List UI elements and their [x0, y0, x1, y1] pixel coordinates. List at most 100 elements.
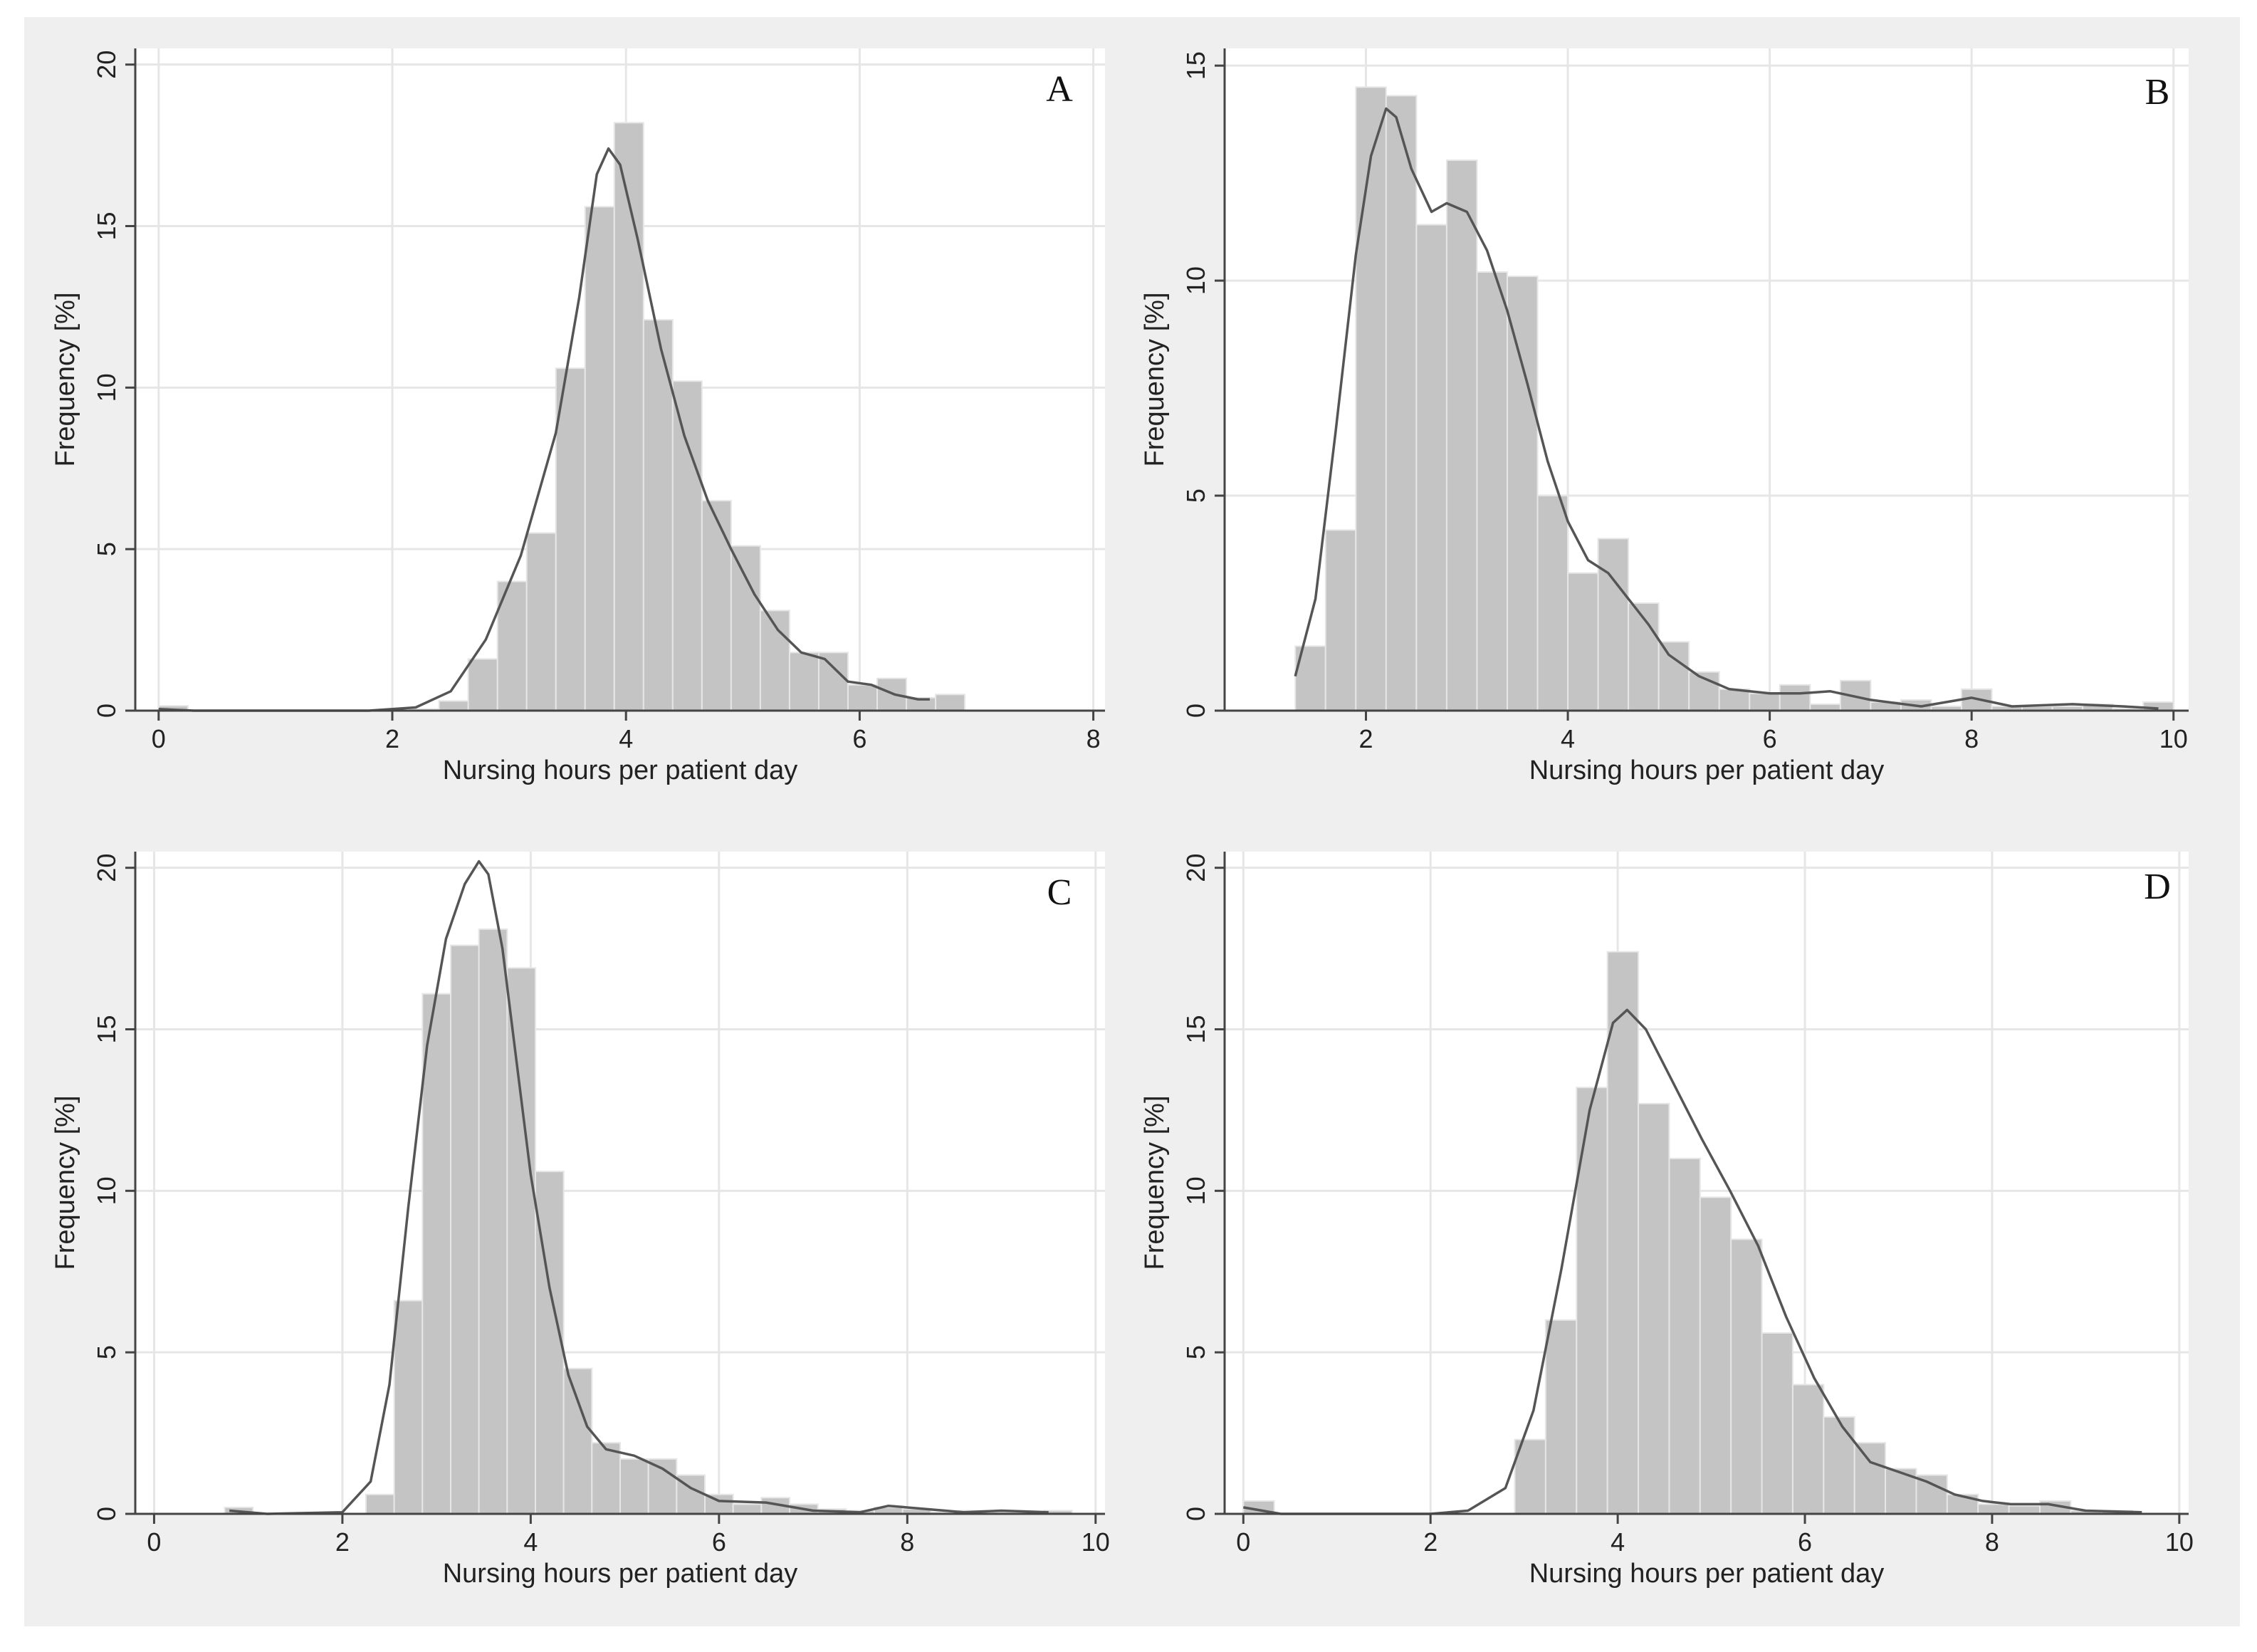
x-tick-label: 0	[152, 724, 166, 753]
x-tick-label: 6	[1798, 1527, 1812, 1557]
histogram-bar	[817, 652, 849, 712]
histogram-bar	[1506, 276, 1539, 711]
plot-area	[135, 852, 1105, 1514]
x-tick-label: 4	[619, 724, 633, 753]
x-tick-label: 0	[1236, 1527, 1250, 1557]
histogram-bar	[671, 380, 703, 712]
histogram-bar	[449, 944, 480, 1515]
histogram-bar	[613, 122, 644, 711]
histogram-bar	[1628, 602, 1660, 712]
histogram-bar	[365, 1493, 395, 1515]
y-tick-label: 5	[92, 542, 121, 556]
histogram-bar	[935, 694, 966, 712]
histogram-bar	[1761, 1332, 1793, 1515]
histogram-bar	[1699, 1196, 1732, 1515]
y-tick-label: 10	[92, 373, 121, 402]
x-tick-label: 4	[1611, 1527, 1625, 1557]
histogram-bar	[1718, 688, 1751, 711]
y-tick-label: 5	[1181, 488, 1210, 503]
histogram-bar	[730, 545, 761, 712]
histogram-bar	[1779, 684, 1811, 711]
histogram-bar	[1567, 572, 1599, 711]
histogram-bar	[562, 1367, 593, 1515]
histogram-bar	[1536, 495, 1569, 711]
y-tick-label: 5	[92, 1345, 121, 1359]
histogram-bar	[1355, 86, 1387, 711]
histogram-bar	[1576, 1087, 1608, 1515]
histogram-bar	[647, 1458, 678, 1515]
histogram-bar	[732, 1503, 763, 1515]
histogram-bar	[525, 532, 557, 711]
x-tick-label: 4	[523, 1527, 538, 1557]
histogram-bar	[478, 928, 508, 1515]
x-tick-label: 2	[1358, 724, 1373, 753]
panel-label: A	[1046, 69, 1073, 110]
histogram-bar	[1544, 1319, 1578, 1515]
histogram-bar	[1791, 1384, 1825, 1515]
histogram-bar	[1597, 538, 1630, 711]
y-tick-label: 0	[1181, 704, 1210, 718]
y-tick-label: 0	[92, 1507, 121, 1521]
x-tick-label: 10	[2165, 1527, 2194, 1557]
histogram-bar	[591, 1442, 621, 1515]
chart-panel-b: 0 5 10 15 2 4 6 8 10 Nursing hours per patient da…	[1140, 48, 2189, 785]
y-tick-label: 15	[1181, 1015, 1210, 1043]
x-tick-label: 2	[385, 724, 399, 753]
x-tick-label: 4	[1561, 724, 1575, 753]
histogram-bar	[467, 658, 498, 711]
y-tick-label: 15	[92, 1015, 121, 1043]
y-tick-label: 0	[92, 704, 121, 718]
histogram-bar	[1668, 1157, 1701, 1515]
x-axis-label: Nursing hours per patient day	[1529, 1559, 1885, 1589]
y-tick-label: 10	[1181, 1176, 1210, 1205]
histogram-bar	[2008, 1505, 2041, 1515]
histogram-bar	[1853, 1442, 1887, 1515]
histogram-bar	[1324, 529, 1357, 712]
histogram-bar	[1823, 1416, 1855, 1515]
histogram-bar	[421, 993, 451, 1515]
y-tick-label: 5	[1181, 1345, 1210, 1359]
histogram-bar	[1638, 1102, 1670, 1515]
histogram-bar	[1977, 1503, 2010, 1515]
x-tick-label: 6	[712, 1527, 726, 1557]
x-tick-label: 8	[1964, 724, 1979, 753]
y-tick-label: 15	[1181, 51, 1210, 80]
histogram-bar	[1730, 1238, 1763, 1515]
y-tick-label: 20	[92, 854, 121, 882]
y-tick-label: 20	[1181, 854, 1210, 882]
x-tick-label: 10	[2159, 724, 2188, 753]
histogram-bar	[584, 206, 615, 712]
histogram-bar	[2142, 701, 2174, 711]
histogram-bar	[1415, 224, 1447, 711]
chart-panel-a: 0 5 10 15 20 0 2 4 6 8 Nursing hours per patient d…	[51, 48, 1105, 785]
histogram-bar	[642, 319, 674, 711]
y-tick-label: 15	[92, 211, 121, 240]
histogram-bar	[1606, 951, 1640, 1515]
histogram-bar	[847, 684, 879, 712]
x-tick-label: 6	[852, 724, 866, 753]
chart-panel-c: 0 5 10 15 20 0 2 4 6 8 10 Nursing hours per patient…	[51, 852, 1110, 1589]
x-tick-label: 6	[1763, 724, 1777, 753]
histogram-bar	[555, 367, 586, 711]
density-curve	[1294, 107, 2159, 710]
y-axis-label: Frequency [%]	[51, 1096, 80, 1270]
histogram-bar	[1385, 95, 1418, 711]
y-tick-label: 10	[1181, 266, 1210, 295]
histogram-bar	[1749, 692, 1781, 712]
histogram-bar	[1658, 641, 1690, 712]
histogram-bar	[1915, 1474, 1948, 1515]
chart-panel-d: 0 5 10 15 20 0 2 4 6 8 10 Nursing hours per patient…	[1140, 852, 2194, 1589]
y-axis-label: Frequency [%]	[1140, 293, 1170, 467]
y-axis-label: Frequency [%]	[1140, 1096, 1170, 1270]
histogram-bar	[1445, 160, 1478, 711]
density-curve	[158, 147, 930, 712]
density-curve	[1243, 1008, 2142, 1515]
histogram-bar	[506, 967, 536, 1515]
histogram-bar	[1514, 1438, 1546, 1515]
x-tick-label: 2	[335, 1527, 350, 1557]
x-axis-label: Nursing hours per patient day	[1529, 756, 1885, 785]
histogram-bar	[393, 1300, 424, 1515]
y-tick-label: 20	[92, 51, 121, 79]
x-tick-label: 10	[1082, 1527, 1110, 1557]
